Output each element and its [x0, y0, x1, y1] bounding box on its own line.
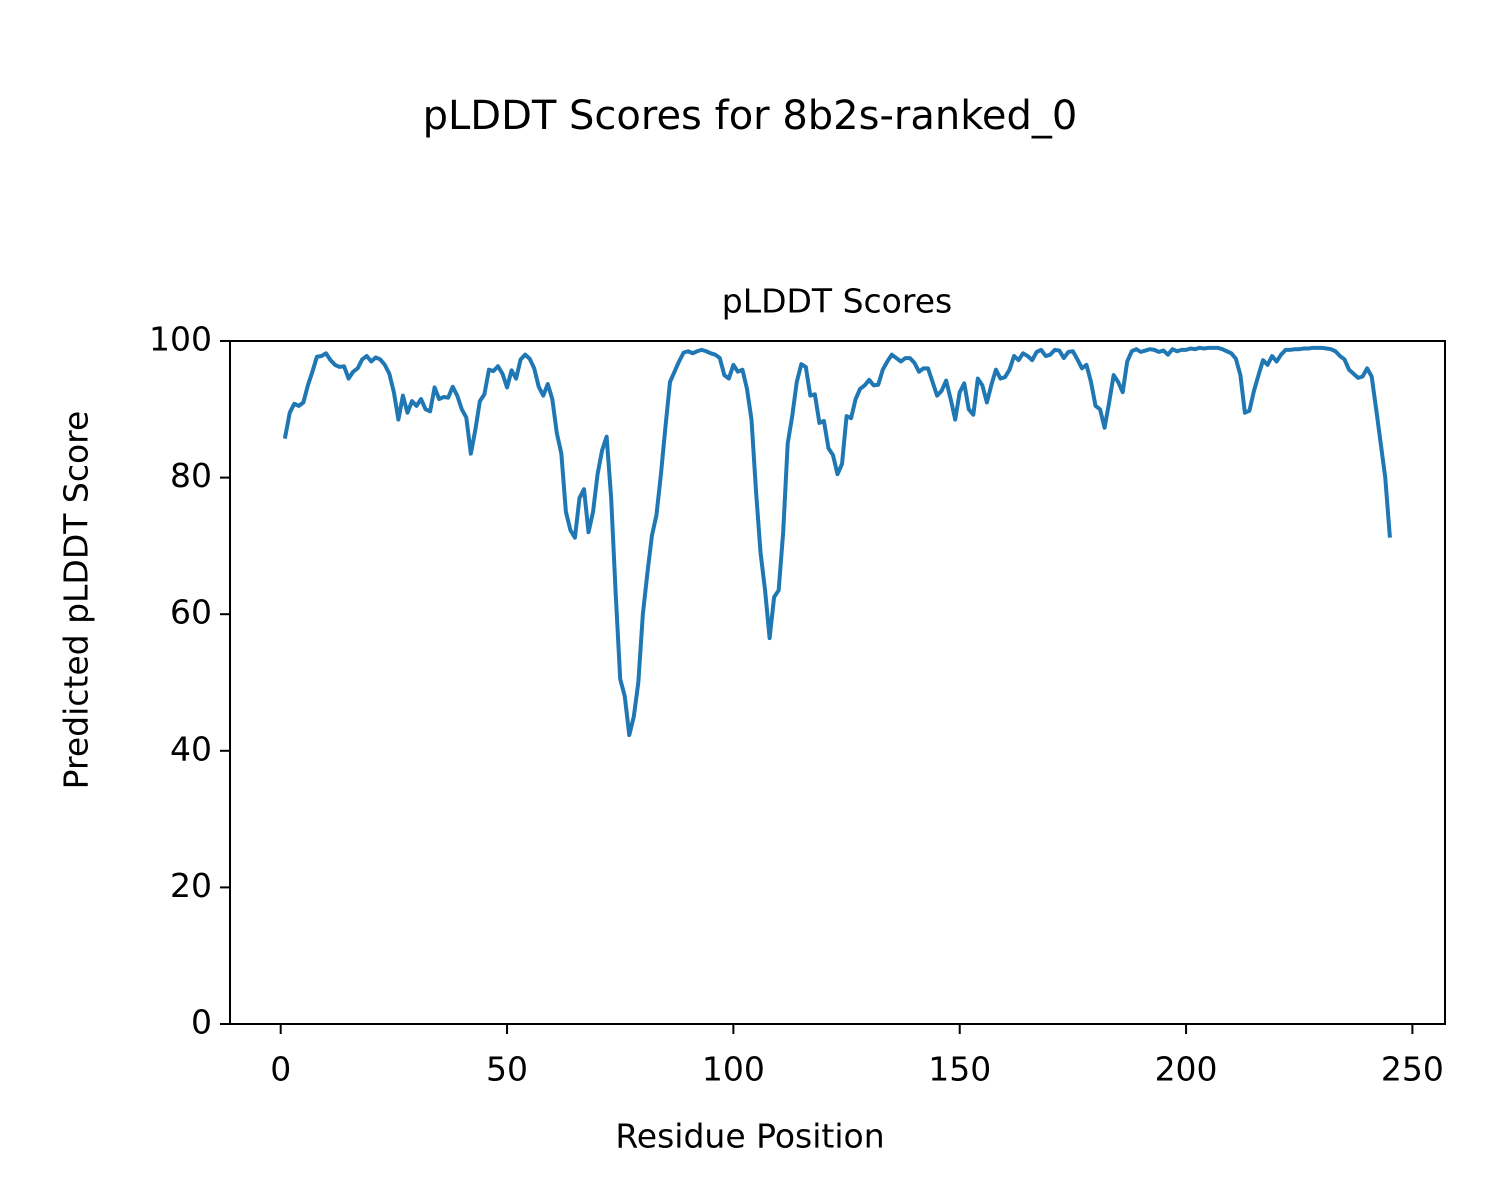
y-tick-label: 60	[170, 593, 212, 632]
x-tick-label: 100	[702, 1050, 765, 1089]
x-axis-label: Residue Position	[615, 1117, 884, 1156]
y-tick-label: 100	[149, 320, 212, 359]
y-tick-label: 0	[191, 1003, 212, 1042]
chart-subtitle: pLDDT Scores	[722, 282, 952, 321]
x-tick-label: 150	[928, 1050, 991, 1089]
chart-title: pLDDT Scores for 8b2s-ranked_0	[423, 93, 1078, 139]
y-tick-label: 20	[170, 866, 212, 905]
y-tick-label: 80	[170, 456, 212, 495]
y-axis-label: Predicted pLDDT Score	[57, 411, 96, 790]
data-line	[282, 345, 1392, 738]
y-tick-label: 40	[170, 729, 212, 768]
x-tick-label: 250	[1381, 1050, 1444, 1089]
plot-frame	[229, 340, 1446, 1025]
x-tick-label: 200	[1155, 1050, 1218, 1089]
x-tick-label: 50	[486, 1050, 528, 1089]
x-tick-label: 0	[270, 1050, 291, 1089]
